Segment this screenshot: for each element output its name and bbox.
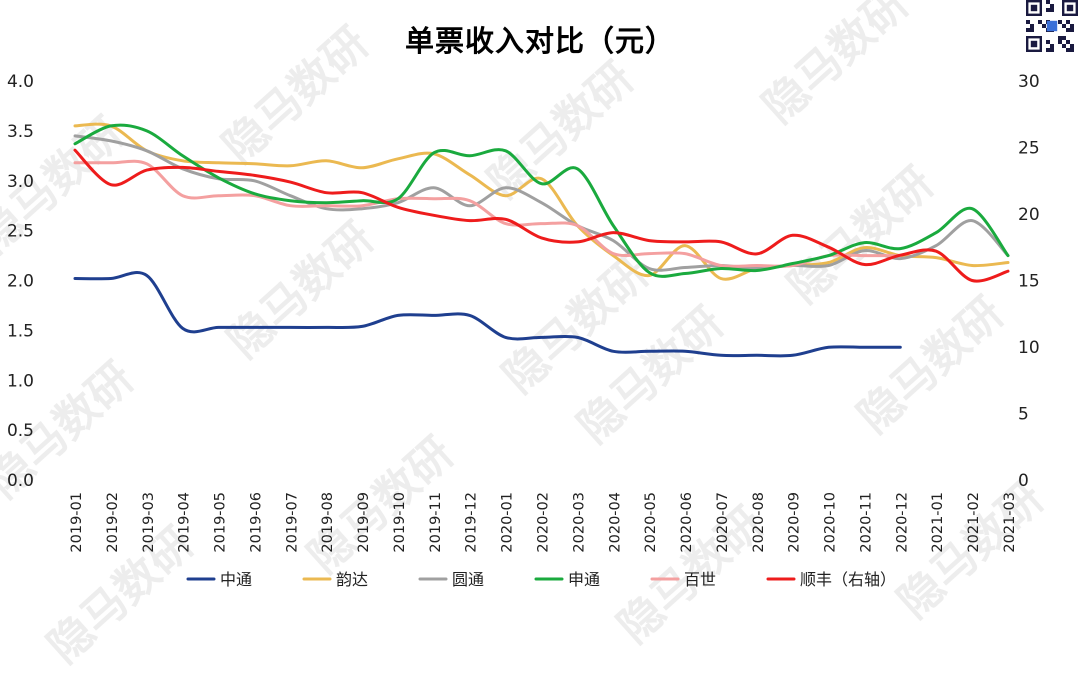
legend-item: 中通 xyxy=(186,570,252,589)
left-axis-tick-label: 0.0 xyxy=(7,471,34,491)
right-axis-tick-label: 15 xyxy=(1018,272,1040,292)
left-axis-tick-label: 2.0 xyxy=(7,272,34,292)
x-axis-tick-label: 2019-10 xyxy=(392,492,408,553)
x-axis-tick-label: 2020-12 xyxy=(894,492,910,553)
x-axis-tick-label: 2020-03 xyxy=(571,492,587,553)
left-axis-tick-label: 2.5 xyxy=(7,222,34,242)
legend-item: 圆通 xyxy=(418,570,484,589)
chart-title: 单票收入对比（元） xyxy=(404,24,675,58)
series-line-0 xyxy=(73,271,902,358)
right-axis-tick-label: 0 xyxy=(1018,471,1029,491)
left-axis-tick-label: 3.5 xyxy=(7,122,34,142)
x-axis-tick-label: 2020-07 xyxy=(715,492,731,553)
x-axis-tick-label: 2020-05 xyxy=(643,492,659,553)
series-line-5 xyxy=(73,148,1010,283)
series-line-1 xyxy=(73,122,1010,281)
line-chart: 0.0 0.5 1.0 1.5 2.0 2.5 3.0 3.5 4.0 0 5 10 15 20 25 30 2… xyxy=(7,72,1040,589)
legend-item: 百世 xyxy=(650,570,716,589)
legend-item: 韵达 xyxy=(302,570,368,589)
x-axis-tick-label: 2019-05 xyxy=(213,492,229,553)
left-axis-tick-label: 0.5 xyxy=(7,421,34,441)
right-axis-tick-label: 5 xyxy=(1018,405,1029,425)
qr-code-icon[interactable] xyxy=(1026,0,1078,52)
left-axis-tick-label: 1.0 xyxy=(7,371,34,391)
legend-item: 申通 xyxy=(534,570,600,589)
legend-label: 圆通 xyxy=(452,570,484,589)
left-axis-tick-label: 4.0 xyxy=(7,72,34,92)
right-axis-tick-label: 10 xyxy=(1018,338,1040,358)
x-axis-tick-label: 2020-04 xyxy=(607,492,623,553)
left-axis-tick-label: 3.0 xyxy=(7,172,34,192)
x-axis-tick-label: 2020-06 xyxy=(679,492,695,553)
x-axis-tick-label: 2020-11 xyxy=(858,492,874,553)
x-axis-tick-label: 2019-06 xyxy=(248,492,264,553)
legend-label: 百世 xyxy=(684,570,716,589)
x-axis-tick-label: 2020-09 xyxy=(787,492,803,553)
right-axis-tick-label: 20 xyxy=(1018,205,1040,225)
series-line-4 xyxy=(73,159,902,268)
series-line-3 xyxy=(73,123,1010,278)
series-line-2 xyxy=(73,134,1010,272)
x-axis-tick-label: 2019-11 xyxy=(428,492,444,553)
legend-label: 申通 xyxy=(568,570,600,589)
x-axis-tick-label: 2019-01 xyxy=(69,492,85,553)
x-axis-tick-label: 2019-09 xyxy=(356,492,372,553)
x-axis-tick-label: 2020-02 xyxy=(536,492,552,553)
right-axis-tick-label: 30 xyxy=(1018,72,1040,92)
left-axis-tick-label: 1.5 xyxy=(7,321,34,341)
x-axis-tick-label: 2019-08 xyxy=(320,492,336,553)
x-axis-tick-label: 2021-01 xyxy=(930,492,946,553)
x-axis-tick-label: 2021-02 xyxy=(966,492,982,553)
right-axis-tick-label: 25 xyxy=(1018,139,1040,159)
legend-item: 顺丰（右轴） xyxy=(766,570,896,589)
x-axis-tick-label: 2019-04 xyxy=(177,492,193,553)
legend-label: 顺丰（右轴） xyxy=(800,570,896,589)
x-axis-tick-label: 2021-03 xyxy=(1002,492,1018,553)
x-axis-tick-label: 2020-01 xyxy=(500,492,516,553)
x-axis-tick-label: 2019-07 xyxy=(284,492,300,553)
x-axis-tick-label: 2020-08 xyxy=(751,492,767,553)
legend-label: 中通 xyxy=(220,570,252,589)
x-axis-tick-label: 2020-10 xyxy=(823,492,839,553)
legend-label: 韵达 xyxy=(336,570,368,589)
x-axis-tick-label: 2019-02 xyxy=(105,492,121,553)
x-axis-tick-label: 2019-03 xyxy=(141,492,157,553)
x-axis-tick-label: 2019-12 xyxy=(464,492,480,553)
